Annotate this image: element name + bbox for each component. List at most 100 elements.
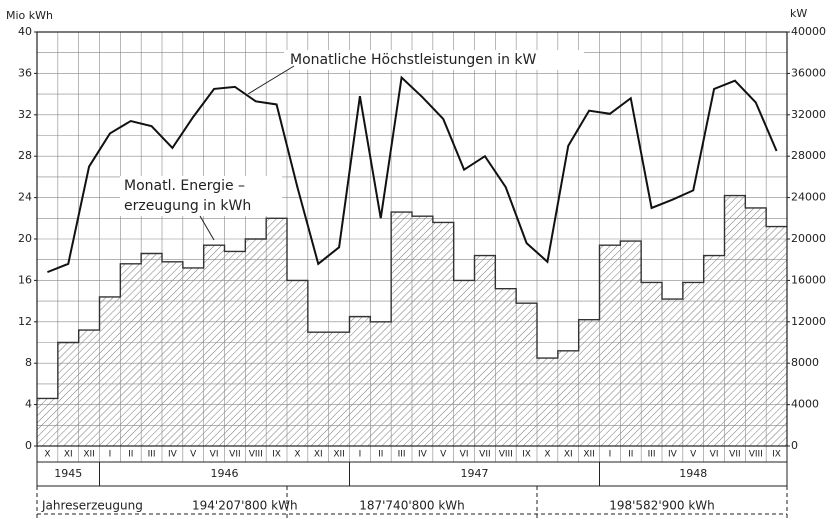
x-tick-label: X [44,450,50,460]
y-tick-label: 36 [18,66,32,79]
bar [328,332,350,446]
x-tick-label: II [128,450,133,460]
x-tick-label: XI [64,450,73,460]
x-tick-label: IX [522,450,531,460]
bar [120,263,142,446]
annotation: Monatliche Höchstleistungen in kW [290,52,537,68]
y-tick-label: 8 [25,356,32,369]
annotation-arrow [247,65,295,95]
bar [578,319,600,446]
x-tick-label: VII [479,450,490,460]
y2-tick-label: 24000 [791,191,826,204]
y-tick-label: 0 [25,439,32,452]
x-tick-label: XI [314,450,323,460]
year-label: 1946 [211,467,239,480]
year-label: 1945 [54,467,82,480]
x-tick-label: IV [668,450,678,460]
bar [266,218,287,446]
year-label: 1948 [679,467,707,480]
y2-tick-label: 4000 [791,398,819,411]
bar [307,332,329,446]
x-tick-label: I [609,450,612,460]
x-tick-label: IV [168,450,178,460]
bar [141,253,162,446]
x-tick-label: VIII [499,450,513,460]
year-label: 1947 [461,467,489,480]
annual-prefix: Jahreserzeugung [41,499,143,513]
x-tick-label: II [628,450,633,460]
x-tick-label: X [294,450,300,460]
bar [182,267,204,446]
x-tick-label: VI [460,450,469,460]
x-tick-label: IX [772,450,781,460]
y2-tick-label: 16000 [791,273,826,286]
x-tick-label: XII [83,450,94,460]
bar [724,195,746,446]
x-tick-label: V [690,450,697,460]
y-tick-label: 4 [25,398,32,411]
bar [224,251,246,446]
y2-tick-label: 40000 [791,25,826,38]
bar [432,222,454,446]
bar [641,282,662,446]
bar [745,207,767,446]
bar [516,303,537,446]
x-tick-label: X [544,450,550,460]
y2-tick-label: 8000 [791,356,819,369]
y2-tick-label: 28000 [791,149,826,162]
y2-tick-label: 0 [791,439,798,452]
x-tick-label: III [148,450,156,460]
y-tick-label: 32 [18,108,32,121]
x-tick-label: VIII [249,450,263,460]
bar [620,241,642,446]
line [47,75,778,274]
bar [203,245,225,446]
bar [703,255,725,446]
annotation-bg [284,50,584,70]
bar [662,299,683,446]
y-tick-label: 24 [18,191,32,204]
annual-total: 194'207'800 kWh [192,499,298,513]
y2-tick-label: 32000 [791,108,826,121]
x-tick-label: VI [210,450,219,460]
bar [162,261,183,446]
x-tick-label: IV [418,450,428,460]
y-axis-label: Mio kWh [6,9,53,22]
bar [557,350,579,446]
x-tick-label: IX [272,450,281,460]
x-tick-label: V [440,450,447,460]
x-tick-label: XII [583,450,594,460]
y2-axis-label: kW [790,7,807,20]
bar-outline [37,194,787,400]
y-tick-label: 16 [18,273,32,286]
y-tick-label: 12 [18,315,32,328]
y2-tick-label: 20000 [791,232,826,245]
x-tick-label: VI [710,450,719,460]
y-tick-label: 20 [18,232,32,245]
bar [766,226,787,446]
x-tick-label: VII [229,450,240,460]
y2-tick-label: 12000 [791,315,826,328]
bar [474,255,496,446]
annotation-arrow [199,215,215,241]
x-tick-label: I [109,450,112,460]
bar [349,316,371,446]
bar [537,358,558,446]
bar [682,282,704,446]
x-tick-label: XI [564,450,573,460]
x-tick-label: V [190,450,197,460]
x-tick-label: III [398,450,406,460]
bar [599,245,621,446]
bar [37,398,58,446]
y2-tick-label: 36000 [791,66,826,79]
bar [391,212,412,446]
y-tick-label: 40 [18,25,32,38]
bar [78,330,100,446]
x-tick-label: III [648,450,656,460]
annotation: Monatl. Energie – [124,178,245,194]
bar [412,216,433,446]
annotation: erzeugung in kWh [124,198,251,214]
annual-total: 198'582'900 kWh [609,499,715,513]
x-tick-label: VII [729,450,740,460]
annual-total: 187'740'800 kWh [359,499,465,513]
